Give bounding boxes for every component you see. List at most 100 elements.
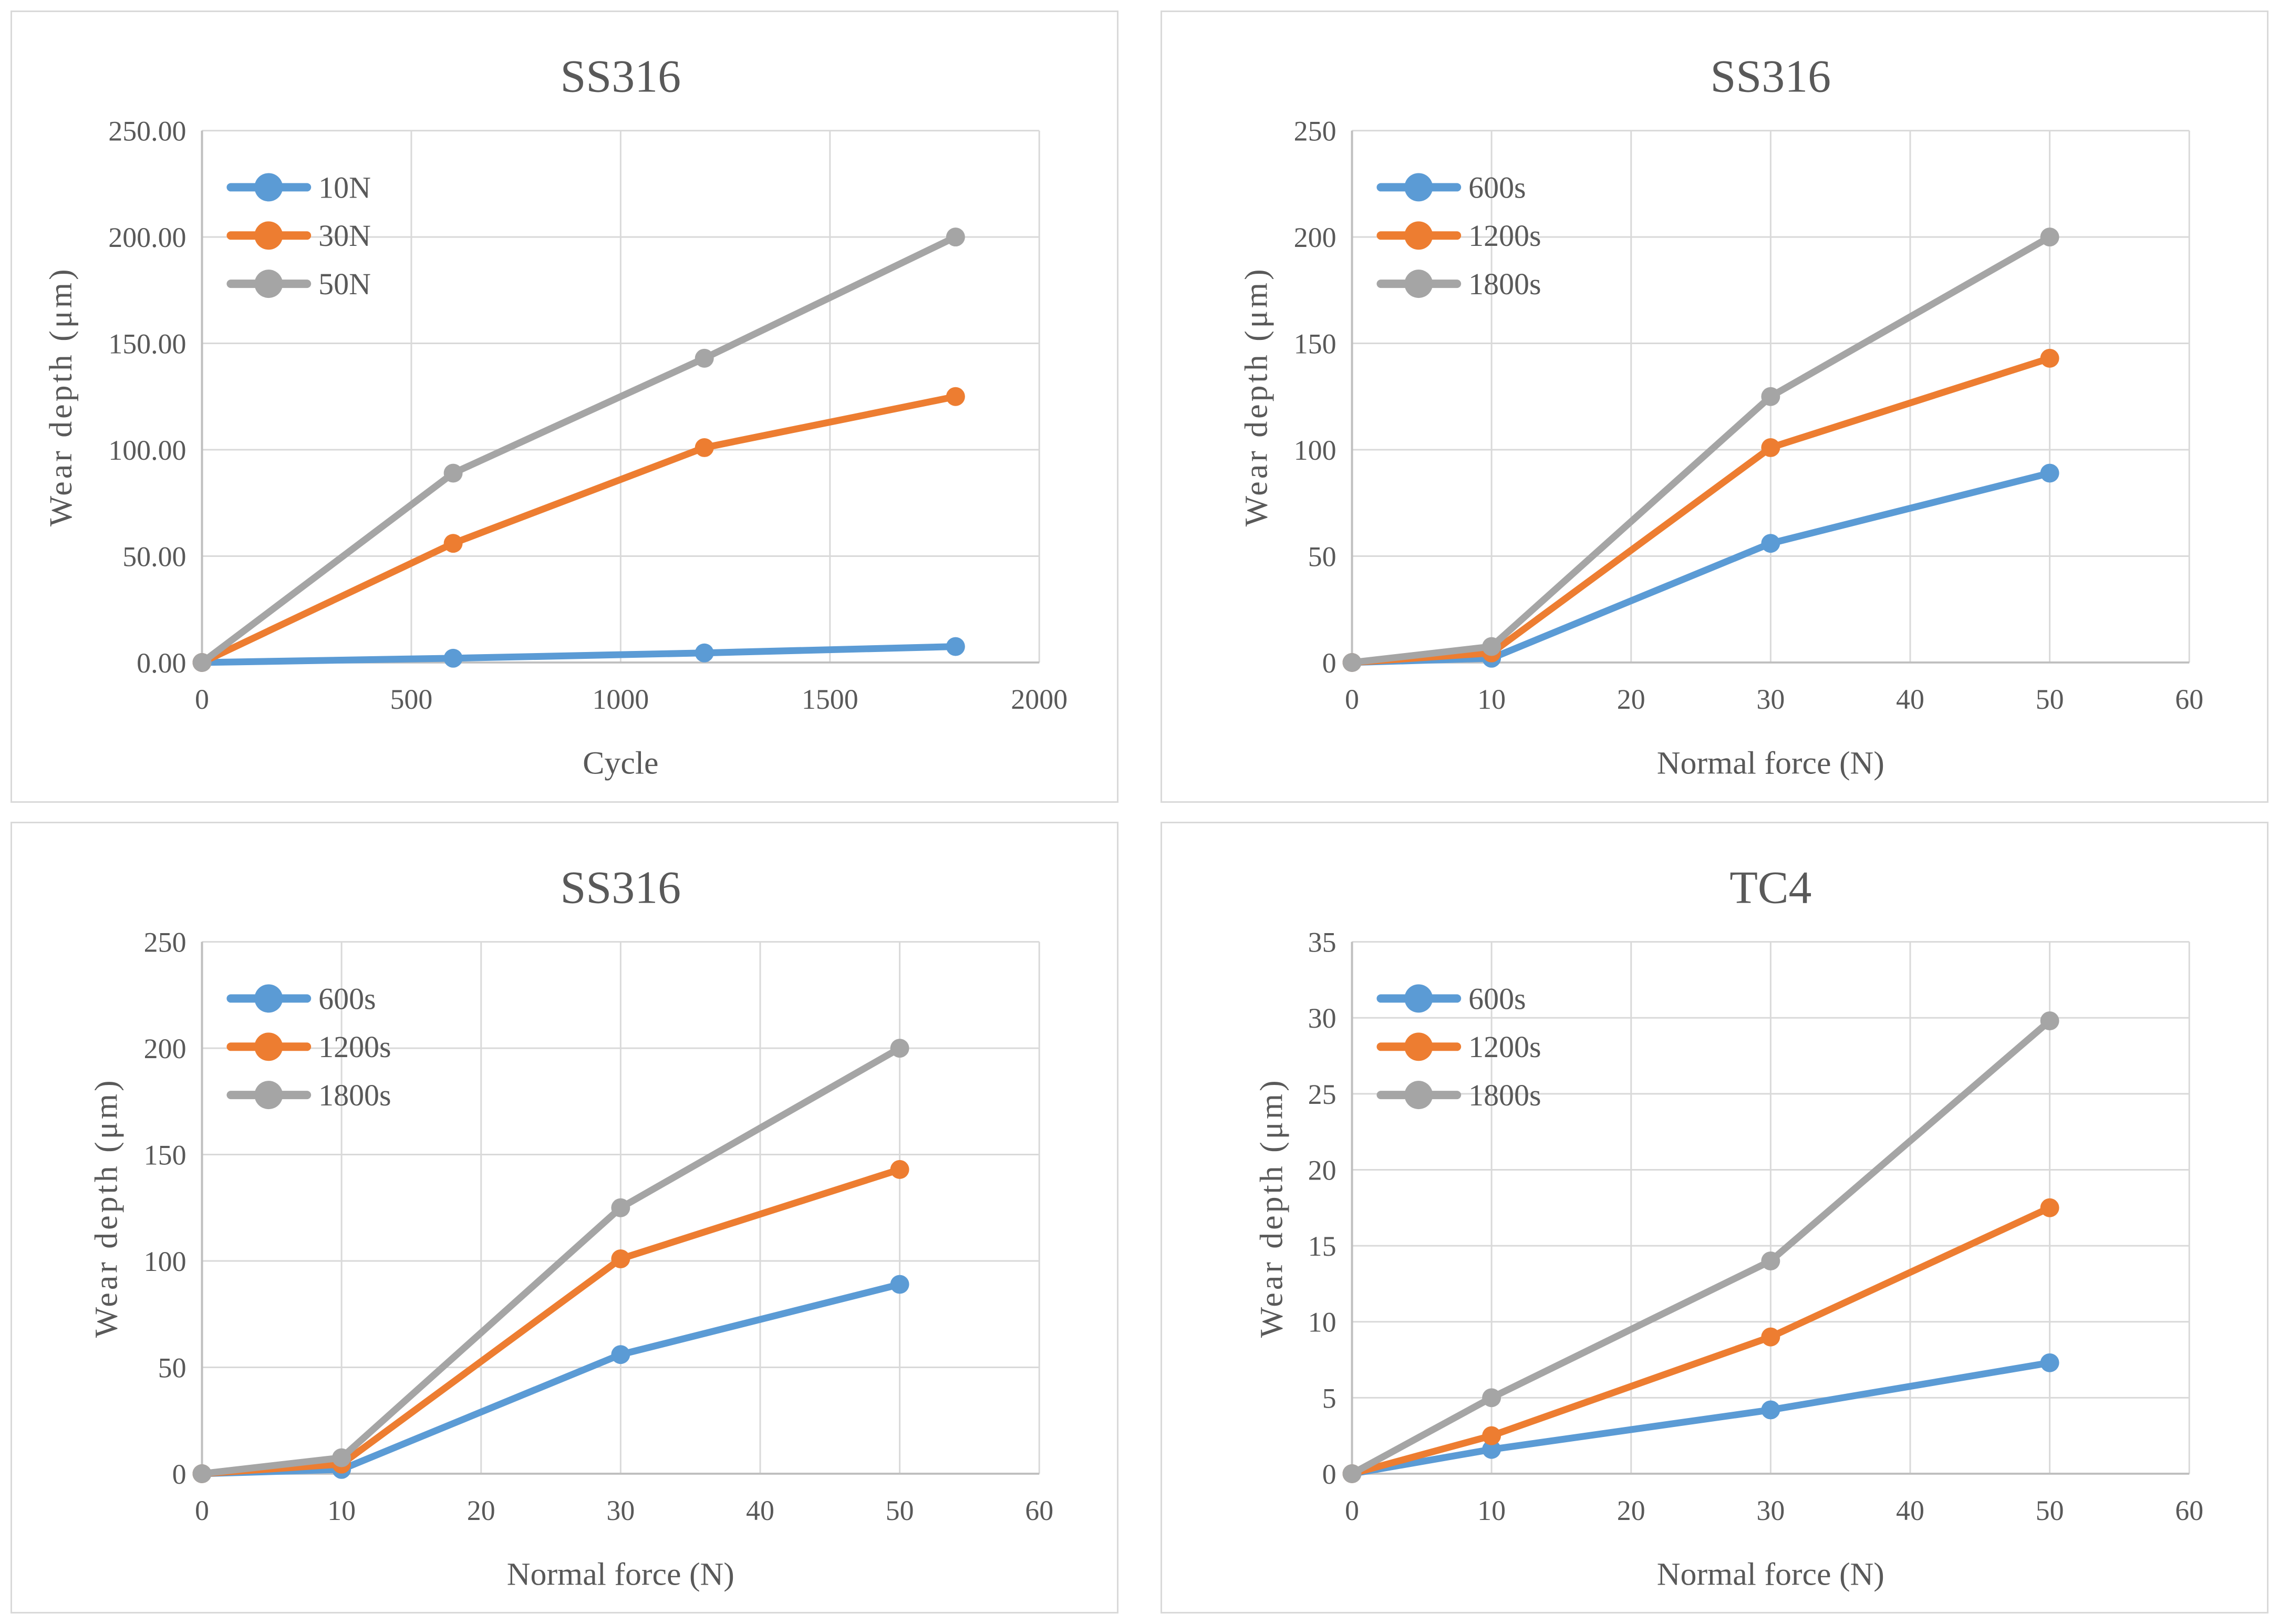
x-tick-label: 20 (1617, 684, 1645, 715)
x-axis-title: Normal force (N) (1657, 746, 1884, 781)
x-tick-label: 10 (1477, 1494, 1506, 1526)
y-tick-label: 10 (1308, 1306, 1337, 1338)
y-tick-label: 100 (1294, 435, 1337, 466)
data-point-30N (443, 534, 463, 553)
legend-swatch-marker-600s (1404, 173, 1433, 202)
y-tick-label: 0.00 (137, 647, 186, 679)
legend-label-1800s: 1800s (1468, 267, 1541, 301)
x-tick-label: 10 (327, 1494, 356, 1526)
x-tick-label: 50 (2036, 1494, 2064, 1526)
data-point-10N (443, 648, 463, 668)
chart-title: SS316 (561, 51, 681, 102)
chart-title: SS316 (1711, 51, 1831, 102)
legend-label-30N: 30N (318, 219, 371, 253)
y-tick-label: 250 (1294, 116, 1337, 147)
y-tick-label: 30 (1308, 1002, 1337, 1034)
legend-swatch-marker-1200s (1404, 1032, 1433, 1061)
legend-label-1200s: 1200s (318, 1030, 391, 1064)
y-axis-title: Wear depth (μm) (1239, 266, 1275, 526)
y-tick-label: 200 (1294, 222, 1337, 253)
x-tick-label: 30 (1756, 684, 1785, 715)
legend-swatch-marker-1200s (1404, 221, 1433, 250)
y-axis-title: Wear depth (μm) (89, 1078, 125, 1338)
x-tick-label: 20 (467, 1494, 495, 1526)
x-tick-label: 500 (390, 684, 432, 715)
x-tick-label: 2000 (1011, 684, 1068, 715)
y-tick-label: 25 (1308, 1078, 1337, 1110)
data-point-10N (695, 643, 714, 663)
data-point-50N (192, 653, 212, 672)
legend-label-600s: 600s (1468, 170, 1526, 204)
data-point-30N (946, 387, 965, 406)
y-tick-label: 0 (1322, 647, 1337, 679)
x-axis-title: Cycle (583, 746, 658, 781)
series-line-30N (198, 393, 959, 666)
legend-swatch-marker-600s (254, 984, 283, 1012)
legend-swatch-marker-10N (254, 173, 283, 202)
data-point-30N (695, 438, 714, 457)
data-point-50N (946, 227, 965, 247)
data-point-600s (1761, 1400, 1780, 1419)
data-point-1200s (1761, 1327, 1780, 1347)
legend-swatch-marker-1800s (1404, 1080, 1433, 1109)
data-point-1800s (192, 1464, 212, 1483)
data-point-600s (890, 1275, 909, 1294)
legend-swatch-marker-1200s (254, 1032, 283, 1061)
data-point-1800s (1761, 1251, 1780, 1270)
data-point-50N (443, 463, 463, 483)
data-point-1800s (1761, 387, 1780, 406)
data-point-1800s (890, 1038, 909, 1058)
legend-label-1200s: 1200s (1468, 219, 1541, 253)
chart-title: SS316 (561, 862, 681, 913)
x-tick-label: 50 (2036, 684, 2064, 715)
data-point-1800s (2040, 1011, 2059, 1030)
y-tick-label: 0 (1322, 1458, 1337, 1489)
y-tick-label: 50.00 (122, 541, 186, 572)
x-tick-label: 60 (1025, 1494, 1053, 1526)
y-tick-label: 15 (1308, 1230, 1337, 1262)
x-tick-label: 60 (2175, 1494, 2203, 1526)
x-tick-label: 60 (2175, 684, 2203, 715)
y-axis-title: Wear depth (μm) (1254, 1078, 1290, 1338)
x-tick-label: 40 (1896, 1494, 1924, 1526)
y-tick-label: 50 (158, 1352, 187, 1383)
y-tick-label: 250.00 (108, 116, 186, 147)
data-point-10N (946, 637, 965, 656)
chart-ss316-vs-force-top: 0 50 100 150 200 250 0 10 20 30 40 50 60 SS316 Normal … (1239, 51, 2203, 781)
legend-label-10N: 10N (318, 170, 371, 204)
chart-tc4-vs-force: 0 5 10 15 20 25 30 35 0 10 20 30 40 50 60 TC4 Normal for… (1254, 862, 2204, 1592)
data-point-1200s (1761, 438, 1780, 457)
series-line-50N (198, 233, 959, 666)
data-point-1200s (1482, 1426, 1501, 1445)
data-point-600s (611, 1344, 630, 1364)
legend-swatch-marker-1800s (1404, 270, 1433, 298)
x-tick-label: 30 (1756, 1494, 1785, 1526)
chart-ss316-vs-force-bottom: 0 50 100 150 200 250 0 10 20 30 40 50 60 SS316 Normal … (89, 862, 1053, 1592)
x-tick-label: 1000 (592, 684, 649, 715)
y-tick-label: 0 (172, 1458, 187, 1489)
legend-label-50N: 50N (318, 267, 371, 301)
legend-swatch-marker-30N (254, 221, 283, 250)
series-line-1200s (198, 1165, 904, 1477)
x-tick-label: 0 (195, 684, 209, 715)
data-point-1200s (890, 1160, 909, 1179)
data-point-50N (695, 348, 714, 368)
x-tick-label: 1500 (802, 684, 858, 715)
y-tick-label: 200 (144, 1033, 187, 1064)
data-point-1200s (2040, 348, 2059, 368)
legend-swatch-marker-1800s (254, 1080, 283, 1109)
series-line-1200s (1348, 1204, 2054, 1477)
y-tick-label: 200.00 (108, 222, 186, 253)
legend-label-1800s: 1800s (1468, 1078, 1541, 1112)
chart-panel-tc4-vs-force: 0 5 10 15 20 25 30 35 0 10 20 30 40 50 60 TC4 Normal for… (1161, 821, 2268, 1613)
y-tick-label: 5 (1322, 1382, 1337, 1414)
y-tick-label: 35 (1308, 926, 1337, 958)
data-point-600s (2040, 1353, 2059, 1372)
data-point-1800s (2040, 227, 2059, 247)
x-tick-label: 20 (1617, 1494, 1645, 1526)
legend-swatch-marker-50N (254, 270, 283, 298)
data-point-1800s (1482, 1388, 1501, 1407)
data-point-1800s (1482, 637, 1501, 656)
data-point-1800s (1342, 1464, 1362, 1483)
y-tick-label: 150 (144, 1139, 187, 1171)
